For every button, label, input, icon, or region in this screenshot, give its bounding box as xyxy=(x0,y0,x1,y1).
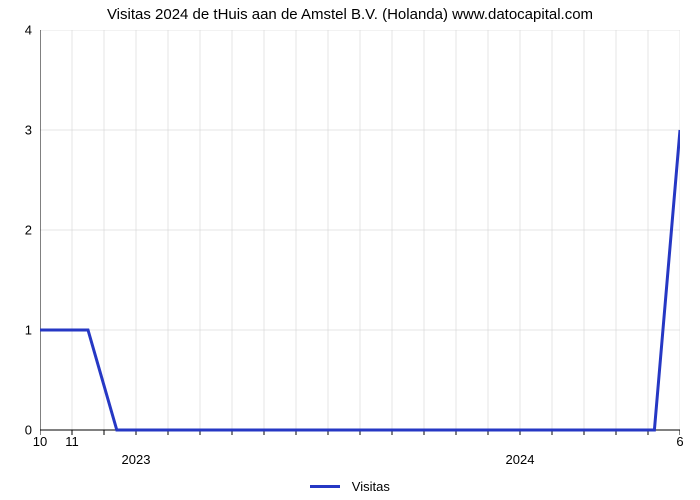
y-tick-label: 0 xyxy=(12,423,32,438)
x-tick-label: 11 xyxy=(65,434,79,449)
x-tick-label: 10 xyxy=(33,434,47,449)
x-major-label: 2024 xyxy=(506,452,535,467)
legend-label: Visitas xyxy=(352,479,390,494)
chart-title: Visitas 2024 de tHuis aan de Amstel B.V.… xyxy=(0,6,700,23)
legend: Visitas xyxy=(0,478,700,494)
plot-svg xyxy=(40,30,680,438)
chart-container: Visitas 2024 de tHuis aan de Amstel B.V.… xyxy=(0,0,700,500)
x-major-label: 2023 xyxy=(122,452,151,467)
legend-swatch xyxy=(310,485,340,488)
y-tick-label: 4 xyxy=(12,23,32,38)
y-tick-label: 1 xyxy=(12,323,32,338)
plot-area xyxy=(40,30,680,430)
x-tick-label: 6 xyxy=(676,434,683,449)
y-tick-label: 2 xyxy=(12,223,32,238)
y-tick-label: 3 xyxy=(12,123,32,138)
